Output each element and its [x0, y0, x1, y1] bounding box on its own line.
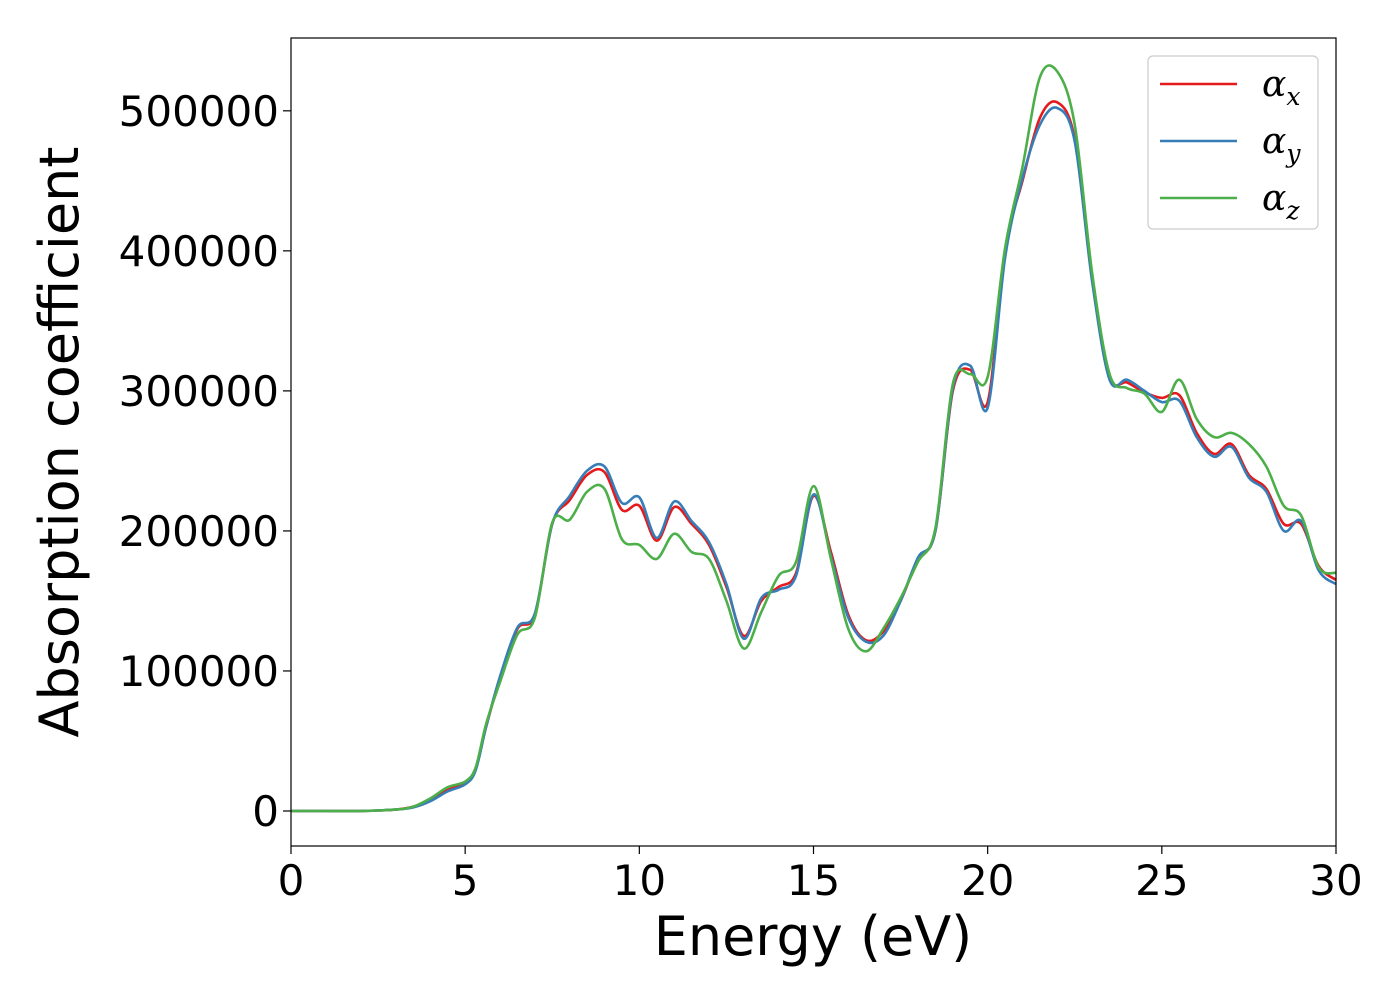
y-tick-label: 200000: [119, 507, 279, 556]
series-line-y: [290, 106, 1337, 813]
x-tick-label: 5: [452, 856, 479, 905]
x-tick-label: 20: [961, 856, 1014, 905]
y-tick-label: 100000: [119, 647, 279, 696]
x-tick-label: 25: [1135, 856, 1188, 905]
y-axis-title: Absorption coefficient: [28, 147, 91, 738]
y-tick-label: 400000: [119, 227, 279, 276]
y-tick-label: 300000: [119, 367, 279, 416]
y-axis: 0 100000 200000 300000 400000 500000: [119, 87, 291, 836]
y-tick-label: 500000: [119, 87, 279, 136]
x-axis-title: Energy (eV): [654, 905, 973, 968]
x-tick-label: 30: [1309, 856, 1362, 905]
x-tick-label: 0: [278, 856, 305, 905]
series-layer: [290, 64, 1337, 813]
x-tick-label: 10: [613, 856, 666, 905]
x-tick-label: 15: [787, 856, 840, 905]
x-axis: 0 5 10 15 20 25 30: [278, 846, 1363, 905]
legend-box: [1147, 55, 1319, 230]
series-line-z: [290, 64, 1337, 813]
y-tick-label: 0: [252, 787, 279, 836]
